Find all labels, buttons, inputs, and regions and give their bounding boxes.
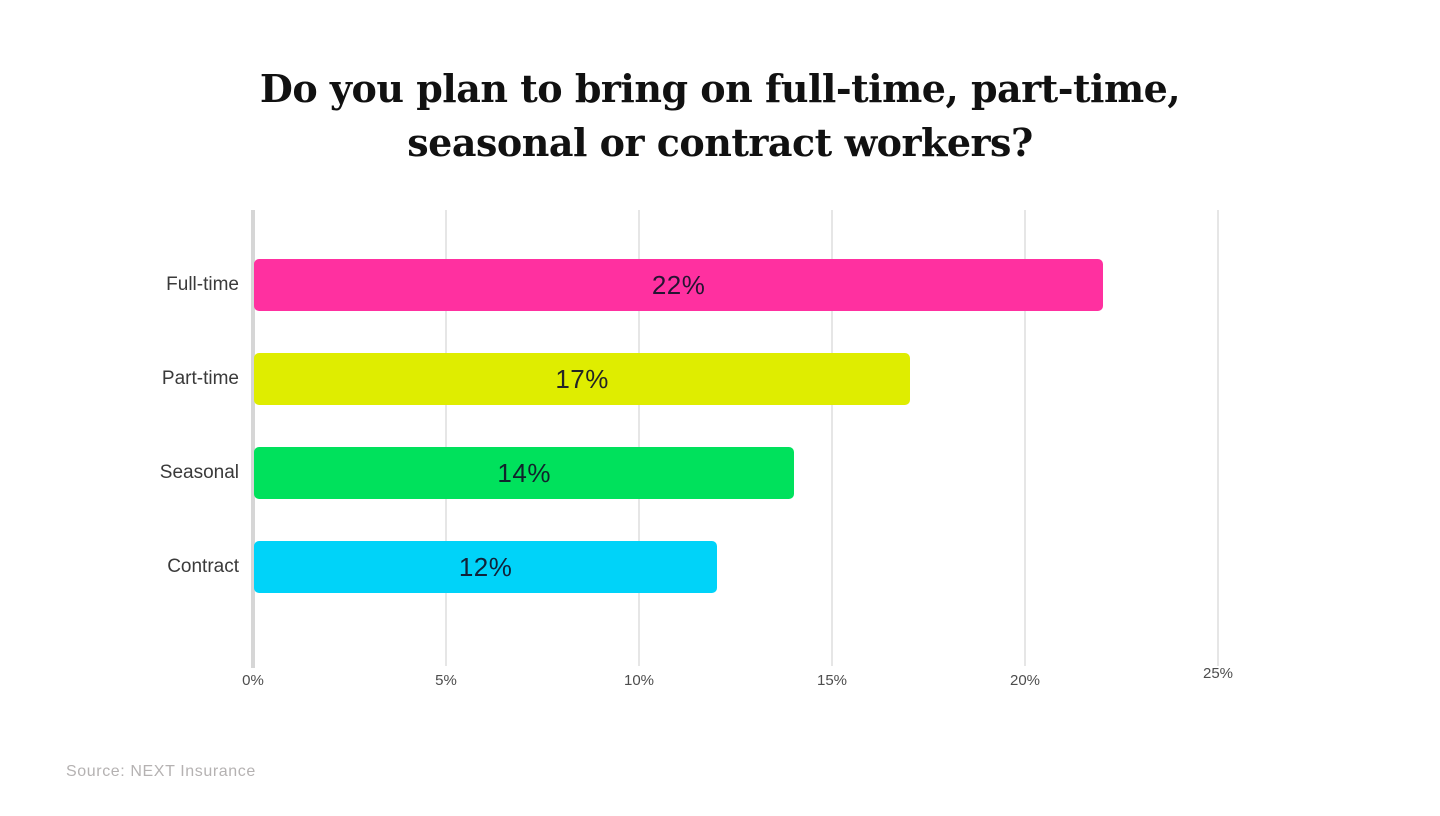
category-label-full-time: Full-time	[166, 274, 239, 295]
x-tick-label: 15%	[816, 672, 848, 689]
chart-title: Do you plan to bring on full-time, part-…	[0, 62, 1440, 170]
gridline-25%	[1217, 210, 1219, 666]
x-tick-label: 25%	[1202, 665, 1234, 682]
x-tick-label: 10%	[623, 672, 655, 689]
bar-value-label: 22%	[651, 269, 706, 300]
x-tick-label: 5%	[435, 672, 457, 689]
y-axis-line	[251, 210, 255, 668]
bar-part-time: 17%	[254, 353, 911, 405]
bar-row-part-time: Part-time 17%	[162, 353, 1218, 405]
gridline-15%	[831, 210, 833, 666]
gridline-5%	[445, 210, 447, 666]
plot-area: 0% 5% 10% 15% 20% 25% Full-time 22% Part-time 17%…	[160, 210, 1233, 689]
bar-value-label: 17%	[555, 363, 609, 394]
bar-value-label: 12%	[458, 551, 513, 582]
bar-row-contract: Contract 12%	[167, 541, 1218, 593]
bar-seasonal: 14%	[254, 447, 795, 499]
bar-row-full-time: Full-time 22%	[166, 259, 1218, 311]
chart-title-line1: Do you plan to bring on full-time, part-…	[259, 66, 1181, 111]
x-tick-label: 0%	[242, 672, 264, 689]
category-label-contract: Contract	[167, 556, 239, 577]
bar-full-time: 22%	[254, 259, 1104, 311]
bar-row-seasonal: Seasonal 14%	[160, 447, 1218, 499]
gridline-20%	[1024, 210, 1026, 666]
chart-title-line2: seasonal or contract workers?	[407, 119, 1033, 165]
bar-value-label: 14%	[497, 457, 551, 488]
gridline-10%	[638, 210, 640, 666]
category-label-part-time: Part-time	[161, 368, 239, 389]
x-tick-label: 20%	[1009, 672, 1041, 689]
bar-contract: 12%	[254, 541, 718, 593]
source-attribution: Source: NEXT Insurance	[66, 763, 256, 780]
category-label-seasonal: Seasonal	[159, 462, 239, 483]
